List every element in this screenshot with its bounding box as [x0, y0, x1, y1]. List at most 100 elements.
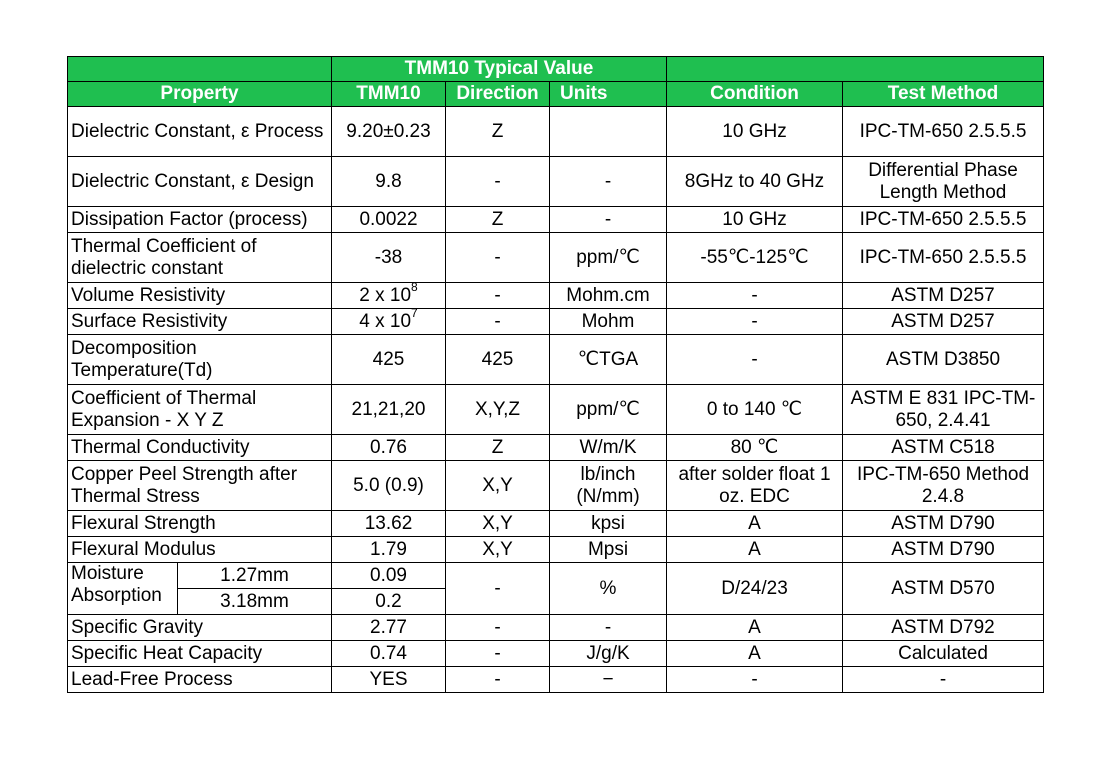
column-header-units: Units	[549, 81, 667, 107]
value-cell: 1.79	[331, 536, 446, 563]
value-exponent: 8	[411, 282, 418, 294]
property-cell: Moisture Absorption	[67, 562, 178, 615]
value-cell: YES	[331, 666, 446, 693]
value-exponent: 7	[411, 308, 418, 320]
units-cell: −	[549, 666, 667, 693]
condition-cell: D/24/23	[666, 562, 843, 615]
value-cell: -38	[331, 232, 446, 283]
direction-cell: 425	[445, 334, 550, 385]
value-cell: 425	[331, 334, 446, 385]
table-row: Copper Peel Strength after Thermal Stres…	[67, 460, 1044, 511]
table-row: Lead-Free Process YES - − - -	[67, 666, 1044, 693]
units-cell: %	[549, 562, 667, 615]
direction-cell: Z	[445, 106, 550, 157]
method-cell: ASTM D570	[842, 562, 1044, 615]
property-cell: Coefficient of Thermal Expansion - X Y Z	[67, 384, 332, 435]
value-cell: 9.8	[331, 156, 446, 207]
property-cell: Volume Resistivity	[67, 282, 332, 309]
method-cell: ASTM C518	[842, 434, 1044, 461]
units-cell: -	[549, 206, 667, 233]
condition-cell: -	[666, 308, 843, 335]
table-row-moisture-2: 3.18mm 0.2	[68, 588, 1044, 615]
condition-cell: 10 GHz	[666, 206, 843, 233]
method-cell: ASTM D3850	[842, 334, 1044, 385]
units-cell: lb/inch (N/mm)	[549, 460, 667, 511]
table-row: Thermal Coefficient of dielectric consta…	[67, 232, 1044, 283]
property-cell: Dissipation Factor (process)	[67, 206, 332, 233]
value-mantissa: 4 x 10	[359, 310, 412, 332]
table-row: Specific Gravity 2.77 - - A ASTM D792	[67, 614, 1044, 641]
method-cell: ASTM D257	[842, 282, 1044, 309]
method-cell: IPC-TM-650 2.5.5.5	[842, 206, 1044, 233]
method-cell: ASTM D790	[842, 536, 1044, 563]
method-cell: ASTM D792	[842, 614, 1044, 641]
condition-cell: -	[666, 334, 843, 385]
direction-cell: X,Y	[445, 460, 550, 511]
table-row: Coefficient of Thermal Expansion - X Y Z…	[67, 384, 1044, 435]
table-row: Volume Resistivity 2 x 108 - Mohm.cm - A…	[67, 282, 1044, 309]
value-cell: 5.0 (0.9)	[331, 460, 446, 511]
condition-cell: A	[666, 640, 843, 667]
method-cell: IPC-TM-650 2.5.5.5	[842, 232, 1044, 283]
thickness-cell: 3.18mm	[177, 588, 332, 615]
header-title-row: TMM10 Typical Value	[67, 56, 1044, 82]
property-cell: Copper Peel Strength after Thermal Stres…	[67, 460, 332, 511]
value-cell: 4 x 107	[331, 308, 446, 335]
value-cell: 2 x 108	[331, 282, 446, 309]
value-cell: 0.74	[331, 640, 446, 667]
thickness-cell: 1.27mm	[177, 562, 332, 589]
direction-cell: -	[445, 156, 550, 207]
table-row: Flexural Strength 13.62 X,Y kpsi A ASTM …	[67, 510, 1044, 537]
direction-cell: X,Y,Z	[445, 384, 550, 435]
direction-cell: -	[445, 562, 550, 615]
column-header-property: Property	[67, 81, 332, 107]
direction-cell: -	[445, 640, 550, 667]
units-cell: -	[549, 156, 667, 207]
value-cell: 9.20±0.23	[331, 106, 446, 157]
condition-cell: after solder float 1 oz. EDC	[666, 460, 843, 511]
value-cell: 0.76	[331, 434, 446, 461]
value-cell: 21,21,20	[331, 384, 446, 435]
condition-cell: 8GHz to 40 GHz	[666, 156, 843, 207]
direction-cell: -	[445, 282, 550, 309]
table-row: Dissipation Factor (process) 0.0022 Z - …	[67, 206, 1044, 233]
condition-cell: 0 to 140 ℃	[666, 384, 843, 435]
direction-cell: X,Y	[445, 510, 550, 537]
column-header-condition: Condition	[666, 81, 843, 107]
value-cell: 0.2	[331, 588, 446, 615]
property-cell: Surface Resistivity	[67, 308, 332, 335]
value-cell: 0.0022	[331, 206, 446, 233]
table-row: Flexural Modulus 1.79 X,Y Mpsi A ASTM D7…	[67, 536, 1044, 563]
condition-cell: 10 GHz	[666, 106, 843, 157]
value-cell: 0.09	[331, 562, 446, 589]
property-cell: Dielectric Constant, ε Design	[67, 156, 332, 207]
direction-cell: -	[445, 614, 550, 641]
table-row-moisture: Moisture Absorption 1.27mm 0.09 - % D/24…	[67, 562, 1044, 615]
method-cell: Differential Phase Length Method	[842, 156, 1044, 207]
condition-cell: 80 ℃	[666, 434, 843, 461]
direction-cell: -	[445, 308, 550, 335]
units-cell: ppm/℃	[549, 384, 667, 435]
method-cell: IPC-TM-650 Method 2.4.8	[842, 460, 1044, 511]
method-cell: ASTM D257	[842, 308, 1044, 335]
method-cell: Calculated	[842, 640, 1044, 667]
units-cell	[549, 106, 667, 157]
value-cell: 13.62	[331, 510, 446, 537]
table-row: Surface Resistivity 4 x 107 - Mohm - AST…	[67, 308, 1044, 335]
direction-cell: -	[445, 232, 550, 283]
direction-cell: -	[445, 666, 550, 693]
value-cell: 2.77	[331, 614, 446, 641]
property-cell: Thermal Conductivity	[67, 434, 332, 461]
table-row: Decomposition Temperature(Td) 425 425 ℃T…	[67, 334, 1044, 385]
direction-cell: Z	[445, 434, 550, 461]
value-mantissa: 2 x 10	[359, 284, 412, 306]
property-cell: Specific Heat Capacity	[67, 640, 332, 667]
property-cell: Flexural Modulus	[67, 536, 332, 563]
units-cell: J/g/K	[549, 640, 667, 667]
table-row: Thermal Conductivity 0.76 Z W/m/K 80 ℃ A…	[67, 434, 1044, 461]
header-row: Property TMM10 Direction Units Condition…	[67, 81, 1044, 107]
units-cell: ℃TGA	[549, 334, 667, 385]
condition-cell: -	[666, 666, 843, 693]
direction-cell: Z	[445, 206, 550, 233]
table-row: Dielectric Constant, ε Design 9.8 - - 8G…	[67, 156, 1044, 207]
